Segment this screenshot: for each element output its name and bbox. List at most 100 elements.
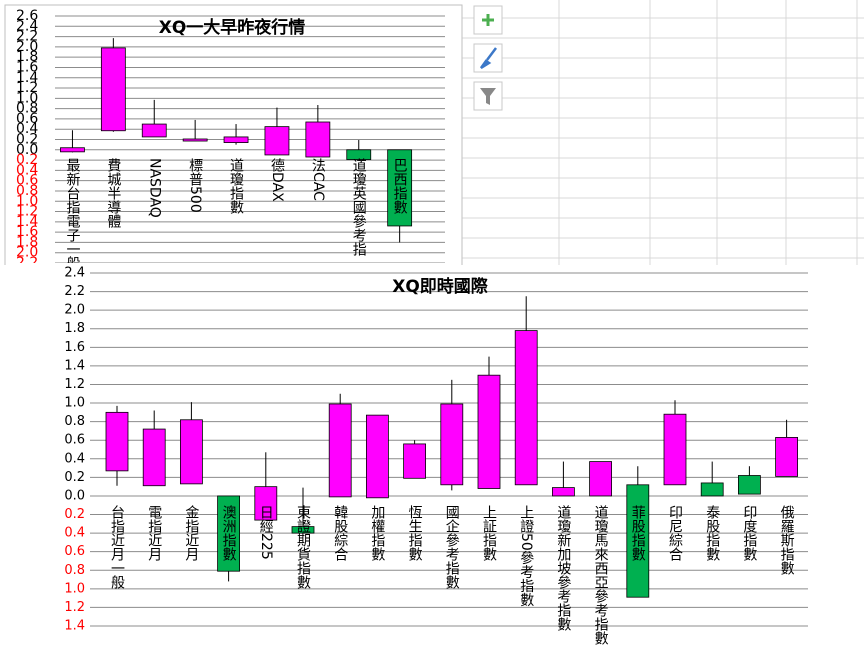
y-tick-label: 0.8: [16, 101, 38, 117]
y-tick-label: 0.6: [16, 173, 38, 189]
y-tick-label: 1.0: [16, 193, 38, 209]
x-tick-label: 菲股指數: [630, 505, 646, 561]
y-tick-label: 1.4: [16, 70, 38, 86]
x-tick-label: 費城半導體: [105, 158, 121, 228]
y-tick-label: 1.6: [64, 340, 85, 355]
candle-body: [365, 414, 389, 499]
candle-body: [552, 487, 575, 497]
y-tick-label: 2.4: [16, 18, 38, 34]
sheet-grid: [462, 0, 864, 265]
y-tick-label: 0.2: [16, 152, 38, 168]
x-tick-label: 台指近月一般: [109, 505, 125, 590]
y-tick-label: 0.6: [64, 433, 85, 448]
candle-body: [346, 149, 372, 160]
x-tick-label: 印度指數: [741, 505, 757, 561]
candle-body: [179, 419, 203, 485]
candle-body: [700, 482, 724, 497]
y-tick-label: 0.4: [64, 526, 85, 541]
y-tick-label: 1.2: [16, 204, 38, 220]
plus-icon: [482, 14, 494, 26]
y-tick-label: 2.4: [64, 266, 85, 281]
candle-body: [223, 136, 249, 143]
y-tick-label: 0.4: [16, 121, 38, 137]
y-tick-label: 0.0: [16, 142, 38, 158]
chart-1: 2.62.42.22.01.81.61.41.21.00.80.60.40.20…: [16, 8, 445, 271]
candle-body: [291, 526, 315, 534]
x-tick-label: 道瓊指數: [228, 158, 244, 214]
y-tick-label: 0.8: [64, 563, 85, 578]
candle-body: [264, 126, 290, 156]
candle-body: [738, 475, 761, 495]
y-tick-label: 1.8: [64, 321, 85, 336]
y-tick-label: 1.4: [64, 619, 85, 634]
filter-icon: [480, 88, 496, 105]
y-tick-label: 1.0: [64, 396, 85, 411]
x-tick-label: 韓股綜合: [332, 505, 348, 561]
x-tick-label: 道瓊英國參考指: [351, 158, 367, 256]
x-tick-label: 澳洲指數: [221, 505, 237, 561]
y-tick-label: 2.2: [64, 284, 85, 299]
y-tick-label: 2.0: [16, 39, 38, 55]
y-tick-label: 0.2: [16, 132, 38, 148]
y-tick-label: 1.6: [16, 59, 38, 75]
y-tick-label: 1.4: [16, 214, 38, 230]
x-tick-label: 恆生指數: [407, 505, 423, 561]
candle-body: [305, 121, 331, 158]
chart-title: XQ一大早昨夜行情: [159, 17, 306, 38]
x-tick-label: 最新台指電子一般: [64, 158, 80, 271]
candle-body: [477, 374, 501, 489]
y-tick-label: 0.2: [64, 507, 85, 522]
y-tick-label: 1.2: [64, 377, 85, 392]
x-tick-label: 泰股指數: [704, 505, 720, 561]
y-tick-label: 0.8: [16, 183, 38, 199]
x-tick-label: 東證期貨指數: [295, 505, 311, 589]
y-tick-label: 1.8: [16, 234, 38, 250]
candle-body: [141, 123, 167, 138]
y-tick-label: 0.6: [16, 111, 38, 127]
candle-body: [60, 147, 85, 153]
y-tick-label: 0.2: [64, 470, 85, 485]
chart-title: XQ即時國際: [392, 276, 489, 297]
y-tick-label: 1.2: [64, 600, 85, 615]
x-tick-label: 上証指數: [481, 505, 497, 561]
candle-body: [387, 149, 413, 227]
x-tick-label: 道瓊新加坡參考指數: [555, 505, 571, 631]
candle-body: [182, 138, 208, 142]
candle-body: [589, 461, 612, 497]
candle-body: [775, 437, 798, 477]
y-tick-label: 2.6: [16, 8, 38, 24]
candle-body: [217, 495, 241, 572]
chart-buttons: [473, 5, 503, 111]
x-tick-label: 印尼綜合: [667, 505, 683, 561]
y-tick-label: 2.2: [16, 255, 38, 271]
y-tick-label: 0.0: [64, 488, 85, 503]
candle-body: [100, 47, 126, 132]
x-tick-label: 俄羅斯指數: [779, 505, 795, 575]
y-tick-label: 1.4: [64, 358, 85, 373]
x-tick-label: 金指近月: [183, 505, 199, 562]
y-tick-label: 0.6: [64, 544, 85, 559]
x-tick-label: 加權指數: [369, 505, 385, 561]
y-tick-label: 0.8: [64, 414, 85, 429]
chart-frame[interactable]: [4, 4, 463, 285]
chart-area: [0, 265, 864, 657]
candle-body: [626, 484, 650, 598]
y-tick-label: 1.6: [16, 224, 38, 240]
brush-icon: [479, 47, 497, 70]
candle-body: [142, 428, 166, 487]
x-tick-label: 日經225: [258, 505, 274, 560]
y-tick-label: 2.2: [16, 29, 38, 45]
y-tick-label: 0.4: [64, 451, 85, 466]
candle-body: [105, 411, 129, 472]
y-tick-label: 1.0: [16, 90, 38, 106]
candle-body: [440, 403, 464, 486]
x-tick-label: NASDAQ: [146, 158, 162, 218]
y-tick-label: 0.4: [16, 162, 38, 178]
x-tick-label: 標普500: [187, 158, 203, 213]
candle-body: [663, 413, 687, 486]
x-tick-label: 上證50參考指數: [518, 505, 534, 607]
y-tick-label: 2.0: [64, 303, 85, 318]
x-tick-label: 國企參考指數: [444, 505, 460, 589]
